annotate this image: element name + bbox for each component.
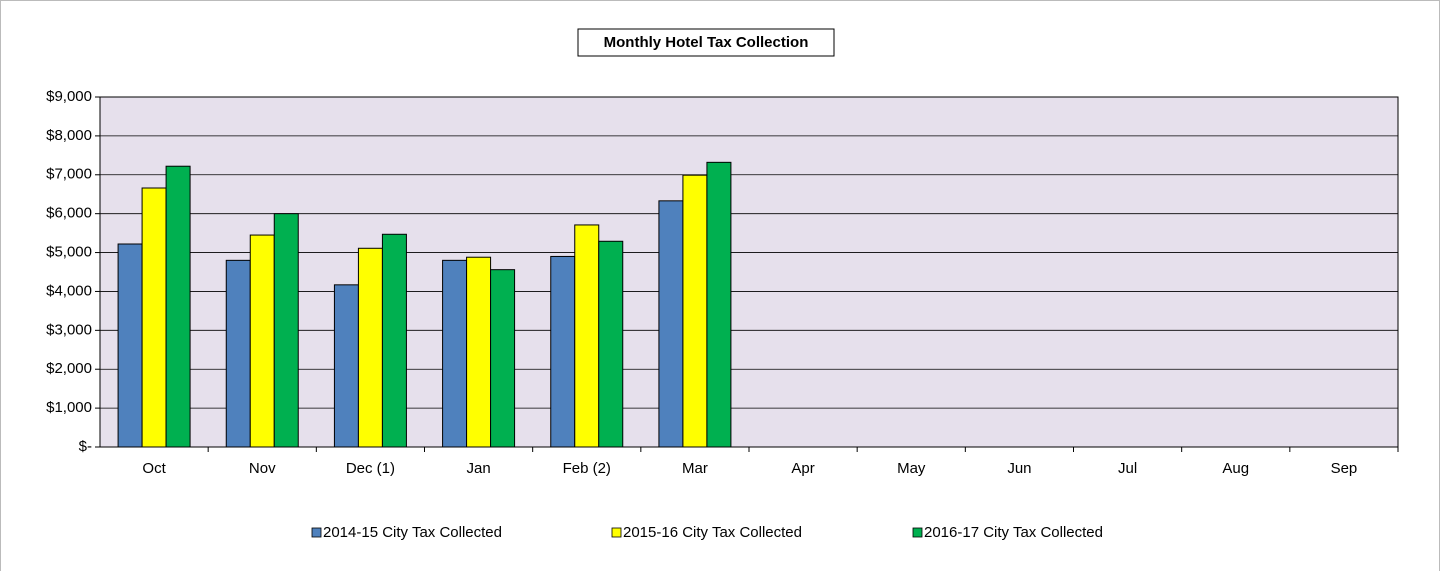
- bar: [273, 213, 299, 448]
- bar: [706, 161, 732, 448]
- bar: [598, 240, 624, 448]
- x-tick-label: Oct: [142, 460, 166, 477]
- x-tick-label: May: [897, 460, 926, 477]
- y-tick-label: $4,000: [46, 282, 92, 299]
- legend-label: 2015-16 City Tax Collected: [623, 524, 802, 541]
- y-tick-label: $5,000: [46, 244, 92, 261]
- x-tick-label: Jan: [466, 460, 490, 477]
- bar: [357, 247, 383, 448]
- x-tick-label: Jun: [1007, 460, 1031, 477]
- title-box: [577, 28, 835, 57]
- x-tick-label: Apr: [791, 460, 814, 477]
- y-tick-label: $2,000: [46, 360, 92, 377]
- chart-title: Monthly Hotel Tax Collection: [604, 34, 809, 51]
- x-tick-label: Aug: [1222, 460, 1249, 477]
- bar: [249, 234, 275, 448]
- bar: [165, 165, 191, 448]
- x-tick-label: Mar: [682, 460, 708, 477]
- bar: [466, 256, 492, 448]
- x-tick-label: Nov: [249, 460, 276, 477]
- bar: [550, 255, 576, 448]
- bar: [442, 259, 468, 448]
- y-tick-label: $-: [79, 438, 92, 455]
- bar: [658, 200, 684, 448]
- bar: [381, 233, 407, 448]
- legend-swatch: [611, 527, 622, 538]
- bar: [225, 259, 251, 448]
- y-tick-label: $8,000: [46, 127, 92, 144]
- legend-label: 2016-17 City Tax Collected: [924, 524, 1103, 541]
- x-tick-label: Dec (1): [346, 460, 395, 477]
- bar: [141, 187, 167, 448]
- x-tick-label: Feb (2): [563, 460, 611, 477]
- bar: [490, 269, 516, 448]
- legend-swatch: [311, 527, 322, 538]
- x-tick-label: Jul: [1118, 460, 1137, 477]
- bar: [574, 224, 600, 448]
- legend-label: 2014-15 City Tax Collected: [323, 524, 502, 541]
- y-tick-label: $7,000: [46, 166, 92, 183]
- legend-swatch: [912, 527, 923, 538]
- bar: [333, 284, 359, 448]
- y-tick-label: $3,000: [46, 321, 92, 338]
- bar: [682, 174, 708, 448]
- y-tick-label: $1,000: [46, 399, 92, 416]
- y-tick-label: $6,000: [46, 205, 92, 222]
- plot-area: [99, 96, 1399, 448]
- bar: [117, 243, 143, 448]
- x-tick-label: Sep: [1331, 460, 1358, 477]
- y-tick-label: $9,000: [46, 88, 92, 105]
